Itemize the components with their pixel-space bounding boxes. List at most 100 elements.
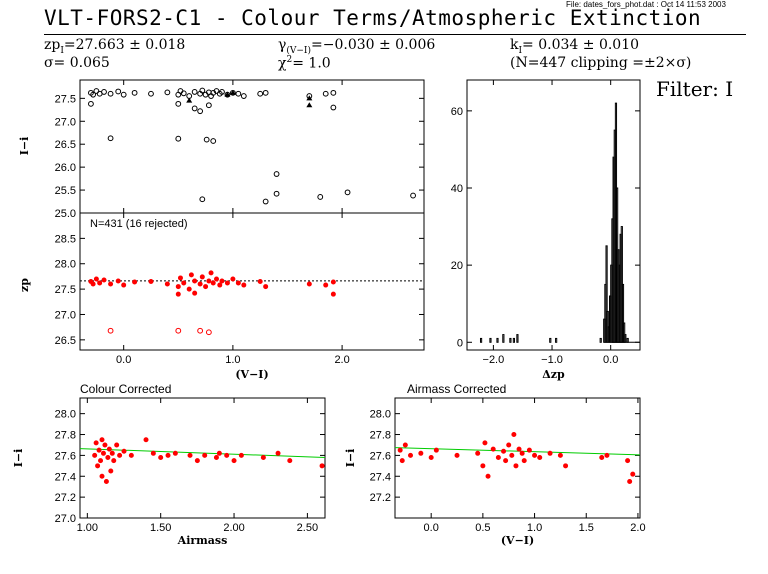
data-point [219, 278, 225, 284]
y-tick-label: 40 [451, 183, 463, 195]
histogram-bar [555, 337, 558, 343]
colour-corrected-frame [79, 397, 326, 519]
data-point [191, 89, 198, 95]
data-point [275, 450, 281, 456]
data-point [121, 448, 127, 454]
n-rejected-annotation: N=431 (16 rejected) [90, 218, 188, 230]
data-point [322, 90, 329, 97]
y-axis-label: I−i [12, 449, 25, 468]
histogram-bar [605, 245, 608, 343]
y-tick-label: 27.2 [55, 492, 76, 504]
y-tick-label: 27.2 [370, 492, 391, 504]
data-point [199, 87, 206, 94]
data-point [428, 454, 434, 460]
data-point [105, 454, 111, 460]
histogram-frame [466, 79, 641, 351]
data-point [625, 458, 631, 464]
data-point [175, 284, 181, 290]
data-point [165, 452, 171, 458]
outlier-point [203, 136, 210, 143]
data-point [330, 89, 337, 96]
data-point [630, 471, 636, 477]
data-point [192, 290, 198, 296]
panel-title: Colour Corrected [80, 382, 171, 396]
y-tick-label: 25.0 [55, 208, 76, 220]
data-point [495, 454, 501, 460]
data-point [217, 282, 223, 288]
data-point [216, 450, 222, 456]
data-point [503, 458, 509, 464]
data-point [143, 437, 149, 443]
data-point [148, 279, 154, 284]
data-point [532, 452, 538, 458]
data-point [306, 281, 312, 287]
data-point [188, 272, 194, 278]
data-point [241, 282, 247, 288]
data-point [263, 284, 269, 290]
data-point [90, 91, 97, 98]
data-point [402, 442, 408, 448]
x-tick-label: 2.0 [334, 354, 349, 366]
x-tick-label: 1.0 [527, 522, 542, 534]
outlier-point [273, 171, 280, 177]
histogram-bar [624, 334, 627, 343]
page-title: VLT-FORS2-C1 - Colour Terms/Atmospheric … [44, 6, 702, 30]
data-point [433, 447, 439, 453]
y-tick-label: 27.0 [55, 513, 76, 525]
panel-frame-i-i [79, 79, 425, 214]
data-point [257, 279, 263, 284]
data-point [121, 282, 127, 288]
outlier-point [344, 189, 351, 196]
outlier-point [175, 135, 182, 142]
histogram-bar [512, 337, 516, 343]
x-tick-label: 0.5 [475, 522, 490, 534]
data-point [191, 105, 198, 112]
x-axis-label: Δzp [542, 368, 565, 381]
triangle-point [306, 102, 313, 108]
data-point [485, 473, 491, 479]
y-tick-label: 27.5 [55, 284, 76, 296]
data-point [202, 452, 208, 458]
rejected-point [107, 327, 114, 334]
y-tick-label: 28.5 [55, 233, 76, 245]
data-point [102, 442, 108, 448]
data-point [224, 280, 230, 286]
data-point [513, 463, 519, 469]
data-point [557, 452, 563, 458]
data-point [132, 279, 138, 285]
gamma-stat: γ(V−I)=−0.030 ± 0.006 [278, 37, 436, 56]
data-point [199, 274, 205, 280]
data-point [107, 90, 114, 97]
y-axis-label: zp [18, 278, 31, 292]
data-point [330, 279, 336, 285]
x-tick-label: 0.0 [424, 522, 439, 534]
data-point [131, 89, 138, 96]
panel-frame-zp [79, 212, 425, 351]
data-point [90, 281, 96, 287]
data-point [506, 442, 512, 448]
y-tick-label: 27.8 [55, 430, 76, 442]
data-point [238, 452, 244, 458]
data-point [475, 450, 481, 456]
data-point [158, 454, 164, 460]
y-tick-label: 27.6 [370, 450, 391, 462]
file-note: File: dates_fors_phot.dat : Oct 14 11:53… [566, 0, 726, 9]
title-rule [44, 34, 746, 35]
outlier-point [210, 138, 217, 144]
data-point [194, 458, 200, 464]
data-point [164, 281, 170, 287]
k-value: 0.034 ± 0.010 [538, 37, 640, 53]
x-tick-label: 2.0 [630, 522, 645, 534]
data-point [563, 463, 569, 469]
data-point [205, 102, 212, 109]
zp-stat: zpI=27.663 ± 0.018 [44, 37, 186, 56]
data-point [93, 440, 99, 446]
triangle-point [224, 91, 231, 97]
filter-label: Filter: I [656, 77, 734, 101]
data-point [99, 473, 105, 479]
data-point [106, 446, 112, 452]
data-point [214, 276, 220, 282]
data-point [203, 284, 209, 290]
y-tick-label: 20 [451, 260, 463, 272]
